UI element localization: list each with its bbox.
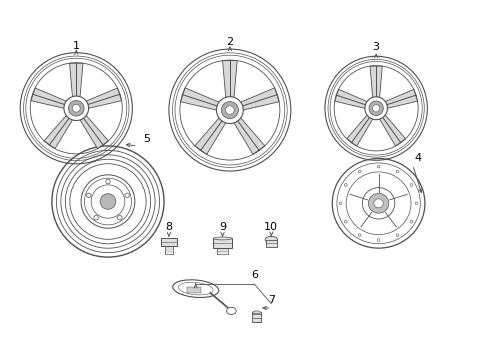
Polygon shape (84, 88, 122, 109)
Ellipse shape (373, 199, 383, 208)
Ellipse shape (94, 216, 98, 220)
FancyBboxPatch shape (186, 287, 200, 293)
Ellipse shape (225, 106, 234, 114)
Ellipse shape (409, 220, 412, 223)
Polygon shape (369, 66, 382, 99)
Ellipse shape (72, 104, 80, 112)
Ellipse shape (339, 202, 341, 204)
Ellipse shape (105, 179, 110, 184)
Text: 10: 10 (264, 222, 278, 231)
FancyBboxPatch shape (265, 239, 276, 247)
Polygon shape (44, 114, 74, 149)
Ellipse shape (252, 311, 260, 314)
Ellipse shape (344, 184, 346, 186)
Text: 4: 4 (413, 153, 420, 163)
Ellipse shape (395, 170, 398, 173)
Text: 1: 1 (73, 41, 80, 50)
Ellipse shape (372, 105, 379, 112)
Text: 7: 7 (267, 295, 274, 305)
FancyBboxPatch shape (161, 238, 176, 246)
Ellipse shape (376, 239, 379, 242)
Ellipse shape (368, 101, 383, 116)
Polygon shape (383, 89, 417, 109)
Ellipse shape (64, 96, 88, 121)
Ellipse shape (213, 237, 231, 240)
FancyBboxPatch shape (212, 238, 232, 248)
Text: 6: 6 (250, 270, 257, 280)
Ellipse shape (221, 102, 238, 118)
Text: 9: 9 (219, 222, 225, 231)
Polygon shape (31, 88, 68, 109)
Ellipse shape (414, 202, 417, 204)
Ellipse shape (409, 184, 412, 186)
Polygon shape (222, 60, 237, 100)
Polygon shape (180, 88, 221, 111)
Ellipse shape (344, 220, 346, 223)
Polygon shape (79, 114, 108, 149)
Ellipse shape (216, 96, 243, 123)
Polygon shape (69, 63, 83, 99)
Ellipse shape (376, 165, 379, 168)
Ellipse shape (226, 307, 236, 315)
Ellipse shape (364, 97, 386, 120)
Ellipse shape (68, 100, 84, 116)
Ellipse shape (172, 280, 218, 297)
Ellipse shape (117, 216, 122, 220)
Polygon shape (334, 89, 368, 109)
Ellipse shape (358, 234, 360, 237)
Text: 3: 3 (372, 42, 379, 52)
FancyBboxPatch shape (252, 312, 261, 322)
Polygon shape (238, 88, 279, 111)
Polygon shape (378, 113, 405, 146)
Polygon shape (232, 116, 264, 154)
Text: 5: 5 (143, 134, 150, 144)
Ellipse shape (86, 193, 91, 198)
Polygon shape (195, 116, 226, 154)
Ellipse shape (124, 193, 129, 198)
Ellipse shape (264, 237, 277, 243)
Ellipse shape (100, 194, 116, 209)
Ellipse shape (367, 193, 388, 213)
Ellipse shape (358, 170, 360, 173)
Polygon shape (346, 113, 373, 146)
Text: 2: 2 (226, 37, 233, 47)
Text: 8: 8 (165, 222, 172, 231)
Ellipse shape (395, 234, 398, 237)
